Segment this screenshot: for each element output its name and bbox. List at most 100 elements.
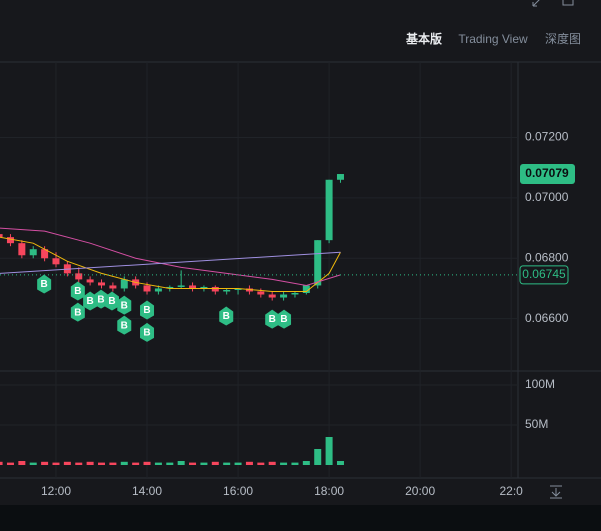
buy-marker-label: B [87, 296, 94, 307]
volume-bar [234, 462, 242, 465]
moving-average [0, 227, 341, 286]
buy-marker [277, 309, 292, 329]
candle-body [86, 279, 94, 283]
buy-marker [94, 289, 109, 309]
y-tick-label: 0.07000 [525, 190, 569, 204]
ref-price-tag [519, 265, 569, 285]
buy-marker-label: B [74, 307, 81, 318]
candle-body [52, 258, 60, 265]
buy-marker-label: B [269, 314, 276, 325]
volume-bar [6, 462, 14, 465]
candle-body [98, 282, 106, 286]
volume-bar [75, 462, 83, 465]
volume-bar [280, 462, 288, 465]
buy-marker [70, 302, 85, 322]
volume-bar [325, 437, 333, 465]
y-tick-label: 0.06800 [525, 250, 569, 264]
candle-body [257, 291, 265, 295]
volume-bar [143, 461, 151, 465]
candle-body [189, 285, 197, 289]
buy-marker-label: B [108, 296, 115, 307]
volume-bar [314, 449, 322, 465]
x-tick-label: 22:0 [499, 484, 523, 498]
buy-marker-label: B [223, 311, 230, 322]
background [0, 0, 601, 505]
volume-tick-label: 50M [525, 417, 548, 431]
candle-body [291, 293, 299, 295]
candle-body [177, 285, 185, 287]
volume-bar [41, 461, 49, 465]
candle-body [6, 237, 14, 244]
buy-marker [140, 322, 155, 342]
last-price-tag [520, 164, 575, 185]
candle-body [200, 286, 208, 289]
candle-body [154, 288, 162, 292]
candle-body [302, 285, 310, 293]
candle-body [29, 249, 37, 256]
volume-bar [120, 461, 128, 465]
buy-marker-label: B [121, 320, 128, 331]
candle-body [325, 179, 333, 241]
volume-bar [302, 461, 310, 465]
last-price-label: 0.07079 [525, 166, 569, 180]
x-tick-label: 20:00 [405, 484, 435, 498]
buy-marker [104, 291, 119, 311]
volume-bar [189, 462, 197, 465]
buy-marker [219, 306, 234, 326]
x-tick-label: 14:00 [132, 484, 162, 498]
volume-bar [257, 462, 265, 465]
volume-bar [29, 462, 37, 465]
buy-marker [83, 291, 98, 311]
buy-marker [265, 309, 280, 329]
buy-marker-label: B [121, 300, 128, 311]
x-tick-label: 16:00 [223, 484, 253, 498]
volume-bar [268, 461, 276, 465]
candle-body [143, 285, 151, 292]
moving-average [0, 251, 341, 274]
volume-bar [154, 462, 162, 465]
y-tick-label: 0.07200 [525, 130, 569, 144]
volume-bar [166, 462, 174, 465]
volume-bar [245, 461, 253, 465]
candle-body [41, 249, 49, 259]
volume-bar [86, 461, 94, 465]
candle-body [0, 234, 3, 238]
volume-bar [336, 461, 344, 465]
candle-body [211, 286, 219, 292]
volume-bar [132, 462, 140, 465]
volume-bar [211, 461, 219, 465]
moving-average [0, 236, 341, 292]
tab-basic[interactable]: 基本版 [405, 31, 442, 46]
buy-marker [117, 295, 132, 315]
buy-marker-label: B [143, 305, 150, 316]
candle-body [268, 294, 276, 298]
candle-body [234, 288, 242, 290]
footer-band [0, 505, 601, 531]
tab-tradingview[interactable]: Trading View [458, 32, 528, 46]
volume-bar [223, 462, 231, 465]
buy-marker [140, 300, 155, 320]
expand-icon[interactable] [532, 0, 541, 7]
candle-body [18, 243, 26, 256]
tab-depth[interactable]: 深度图 [545, 31, 581, 46]
volume-bar [98, 462, 106, 465]
candle-body [166, 286, 174, 289]
buy-marker [37, 274, 52, 294]
buy-marker-label: B [97, 294, 104, 305]
scale-icon[interactable] [550, 485, 562, 499]
x-tick-label: 18:00 [314, 484, 344, 498]
candle-body [314, 240, 322, 286]
volume-bar [63, 461, 71, 465]
candle-body [336, 174, 344, 180]
volume-bar [18, 461, 26, 465]
buy-marker-label: B [41, 279, 48, 290]
settings-icon[interactable] [562, 0, 574, 6]
volume-bar [52, 462, 60, 465]
candle-body [223, 289, 231, 292]
ref-price-label: 0.06745 [522, 267, 566, 281]
y-tick-label: 0.06600 [525, 311, 569, 325]
volume-tick-label: 100M [525, 377, 555, 391]
volume-bar [0, 461, 3, 465]
